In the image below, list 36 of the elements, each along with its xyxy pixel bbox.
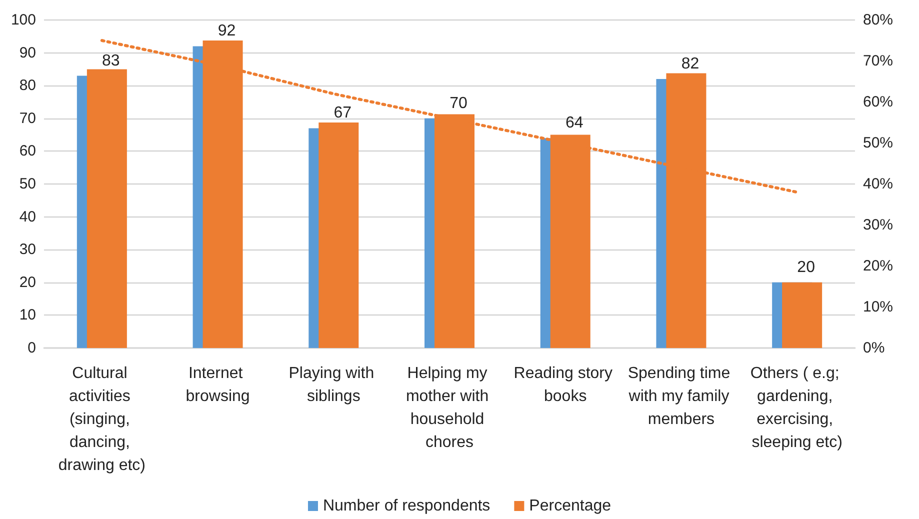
y-tick-label: 40 xyxy=(19,208,36,226)
x-tick-label: Spending time with my family members xyxy=(628,365,735,428)
y-tick-label: 30 xyxy=(19,241,36,258)
y2-tick-label: 30% xyxy=(863,216,894,234)
data-label: 92 xyxy=(218,22,236,40)
x-tick-label: Helping my mother with household chores xyxy=(406,365,494,451)
x-tick-label: Reading story books xyxy=(514,365,617,405)
y-tick-label: 0 xyxy=(28,340,36,356)
y-tick-label: 70 xyxy=(19,110,36,127)
y2-tick-label: 10% xyxy=(863,298,894,316)
y2-tick-label: 20% xyxy=(863,258,894,274)
y-tick-label: 90 xyxy=(19,44,36,62)
y-tick-label: 10 xyxy=(19,306,36,324)
x-tick-label: Others ( e.g; gardening, exercising, sleeping etc) xyxy=(750,365,844,451)
y-tick-label: 100 xyxy=(10,12,36,28)
legend-label: Number of respondents xyxy=(322,498,490,514)
y-tick-label: 50 xyxy=(19,176,36,192)
x-tick-label: Cultural activities (singing, dancing, drawing etc) xyxy=(58,365,146,474)
data-label: 67 xyxy=(334,104,352,122)
data-label: 20 xyxy=(797,258,816,276)
data-label: 64 xyxy=(565,114,584,132)
y2-tick-label: 80% xyxy=(863,12,894,28)
y2-tick-label: 0% xyxy=(863,340,885,356)
data-label: 70 xyxy=(450,94,468,112)
y-tick-label: 20 xyxy=(19,274,36,291)
y-tick-label: 80 xyxy=(19,77,36,94)
y2-tick-label: 70% xyxy=(863,52,894,70)
y-tick-label: 60 xyxy=(19,142,36,160)
y2-tick-label: 40% xyxy=(863,176,894,192)
y2-tick-label: 60% xyxy=(863,94,894,110)
data-label: 83 xyxy=(102,52,120,70)
x-tick-label: Internet browsing xyxy=(186,365,250,405)
y2-tick-label: 50% xyxy=(863,134,894,152)
data-label: 82 xyxy=(681,56,700,73)
legend-label: Percentage xyxy=(529,498,612,514)
x-tick-label: Playing with siblings xyxy=(288,365,379,405)
